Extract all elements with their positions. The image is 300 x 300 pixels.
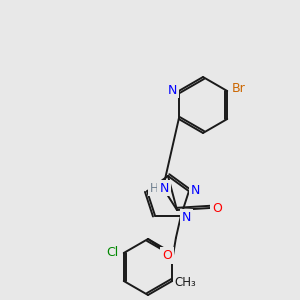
Text: Br: Br bbox=[231, 82, 245, 94]
Text: Cl: Cl bbox=[106, 245, 119, 259]
Text: N: N bbox=[168, 83, 177, 97]
Text: O: O bbox=[212, 202, 222, 214]
Text: N: N bbox=[159, 182, 169, 194]
Text: N: N bbox=[182, 211, 192, 224]
Text: H: H bbox=[150, 182, 158, 194]
Text: CH₃: CH₃ bbox=[174, 275, 196, 289]
Text: N: N bbox=[191, 184, 201, 197]
Text: O: O bbox=[162, 249, 172, 262]
